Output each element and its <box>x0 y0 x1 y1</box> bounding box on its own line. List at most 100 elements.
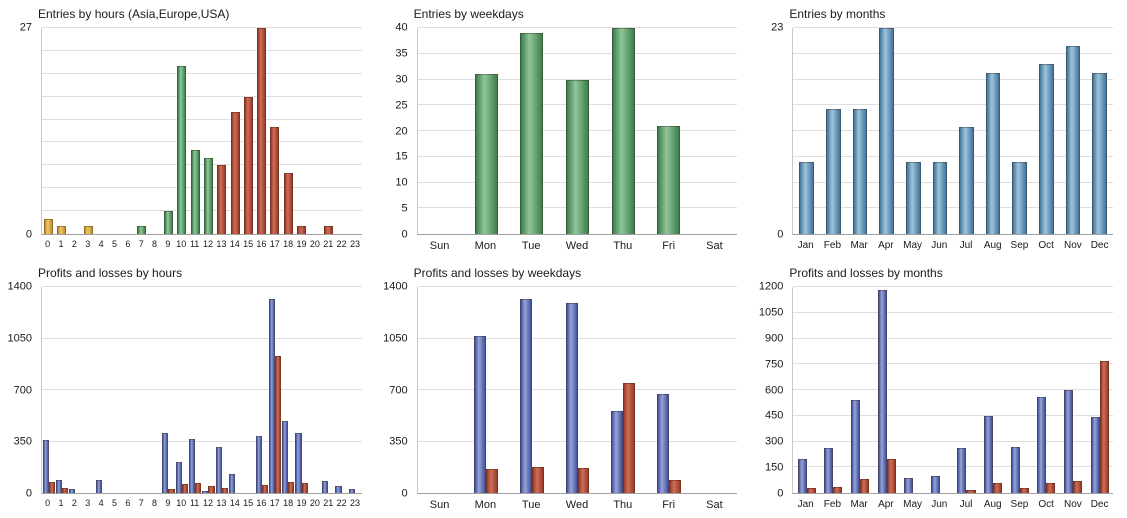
profits-bar <box>255 435 262 493</box>
x-axis-tick-label: Nov <box>1063 499 1082 510</box>
bar-group <box>282 28 295 234</box>
y-axis-tick-label: 0 <box>777 487 784 500</box>
x-axis-tick-label: 0 <box>45 498 51 508</box>
losses-bar <box>806 487 816 493</box>
entries-bar <box>243 96 253 234</box>
gridline <box>42 141 362 143</box>
bar-group <box>228 28 241 234</box>
losses-bar <box>48 481 55 493</box>
x-axis-tick-label: Mar <box>850 240 868 251</box>
x-axis-tick-label: 12 <box>202 498 213 508</box>
chart-title: Profits and losses by weekdays <box>413 266 582 280</box>
losses-bar <box>288 481 295 493</box>
bar-group <box>95 28 108 234</box>
bar-group <box>927 287 954 493</box>
bar-group <box>600 28 646 234</box>
bar-group <box>348 28 361 234</box>
bar-group <box>900 287 927 493</box>
profits-bar <box>295 432 302 493</box>
losses-bar <box>966 490 976 493</box>
bar-group <box>980 287 1007 493</box>
bar-group <box>1060 287 1087 493</box>
x-axis-labels: Jan Feb Mar Apr May Jun Jul Aug Sep Oct Nov Dec <box>792 498 1113 515</box>
bar-group <box>1006 28 1033 234</box>
x-axis-tick-label: 14 <box>229 498 240 508</box>
chart-title: Entries by weekdays <box>413 7 524 21</box>
y-axis-labels: 0 27 <box>0 22 37 240</box>
x-axis-tick-label: Sep <box>1010 499 1029 510</box>
entries-bar <box>283 172 293 234</box>
bar-group <box>820 28 847 234</box>
y-axis-tick-label: 5 <box>401 202 408 215</box>
losses-bar <box>1073 480 1083 493</box>
bar-group <box>282 287 295 493</box>
y-axis-tick-label: 700 <box>389 384 408 396</box>
bar-group <box>463 287 509 493</box>
bar-group <box>255 287 268 493</box>
x-axis-tick-label: Sat <box>706 499 723 511</box>
x-axis-tick-label: 21 <box>323 239 334 249</box>
y-axis-tick-label: 1050 <box>383 332 408 345</box>
profits-bar <box>474 335 487 493</box>
x-axis-tick-label: 8 <box>152 239 158 249</box>
profits-bar <box>1064 390 1074 493</box>
losses-bar <box>261 484 268 493</box>
gridline <box>42 95 362 97</box>
gridline <box>42 164 362 166</box>
y-axis-labels: 0 350 700 1050 1400 <box>0 281 37 499</box>
bar-group <box>268 287 282 493</box>
chart-entries-by-months: Entries by months 0 23 Jan Feb Mar Apr May Jun… <box>751 0 1127 259</box>
x-axis-tick-label: Jun <box>931 240 948 251</box>
x-axis-tick-label: 15 <box>243 239 254 249</box>
bar-group <box>1060 28 1087 234</box>
bar-group <box>847 287 874 493</box>
bar-group <box>646 28 692 234</box>
profits-bar <box>984 415 994 493</box>
y-axis-tick-label: 15 <box>395 150 408 163</box>
bar-group <box>335 287 348 493</box>
x-axis-tick-label: 20 <box>309 239 320 249</box>
bar-group <box>335 28 348 234</box>
gridline <box>42 286 362 287</box>
bar-group <box>69 287 82 493</box>
y-axis-tick-label: 0 <box>25 228 32 241</box>
bar-group <box>308 28 321 234</box>
gridline <box>793 181 1113 183</box>
entries-bar <box>879 28 894 234</box>
y-axis-tick-label: 25 <box>395 99 408 112</box>
profits-bar <box>69 489 76 493</box>
x-axis-tick-label: 14 <box>229 239 240 249</box>
x-axis-tick-label: 23 <box>349 239 360 249</box>
x-axis-tick-label: Thu <box>613 240 633 252</box>
losses-bar <box>208 485 215 493</box>
gridline <box>793 207 1113 209</box>
bar-group <box>109 28 122 234</box>
bar-group <box>927 28 954 234</box>
gridline <box>417 78 738 80</box>
chart-entries-by-hours: Entries by hours (Asia,Europe,USA) 0 27 0… <box>0 0 376 259</box>
bar-group <box>149 287 162 493</box>
x-axis-tick-label: Nov <box>1063 240 1082 251</box>
entries-bar <box>84 226 94 234</box>
profits-bar <box>202 490 209 493</box>
profits-bar <box>322 481 329 493</box>
bar-group <box>242 287 255 493</box>
x-axis-tick-label: 9 <box>165 239 171 249</box>
gridline <box>42 49 362 51</box>
losses-bar <box>531 466 544 493</box>
x-axis-tick-label: Dec <box>1090 240 1109 251</box>
gridline <box>42 187 362 189</box>
gridline <box>42 337 362 339</box>
x-axis-tick-label: 6 <box>125 498 131 508</box>
entries-bar <box>1092 72 1108 234</box>
gridline <box>42 389 362 390</box>
x-axis-tick-label: Dec <box>1090 499 1109 510</box>
bar-group <box>509 287 555 493</box>
entries-bar <box>230 111 240 234</box>
y-axis-tick-label: 0 <box>777 228 784 241</box>
profits-bar <box>268 298 275 493</box>
entries-bar <box>611 28 635 234</box>
y-axis-tick-label: 27 <box>19 21 32 34</box>
bar-group <box>95 287 108 493</box>
